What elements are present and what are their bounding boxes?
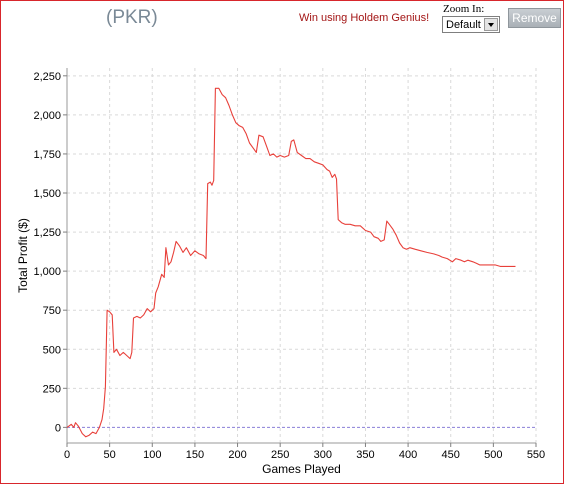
y-tick-label: 2,250 xyxy=(33,71,61,83)
chart-grid xyxy=(67,68,537,443)
y-tick-label: 2,000 xyxy=(33,110,61,122)
y-tick-label: 1,750 xyxy=(33,149,61,161)
y-axis-title: Total Profit ($) xyxy=(16,218,30,293)
y-tick-label: 250 xyxy=(43,383,61,395)
page-title: (PKR) xyxy=(106,7,158,28)
y-tick-label: 0 xyxy=(55,422,61,434)
x-tick-label: 300 xyxy=(314,449,332,461)
remove-button[interactable]: Remove xyxy=(508,8,561,28)
promo-link[interactable]: Win using Holdem Genius! xyxy=(299,12,430,24)
x-tick-label: 0 xyxy=(64,449,70,461)
x-tick-label: 150 xyxy=(186,449,204,461)
x-tick-label: 100 xyxy=(143,449,161,461)
zoom-label: Zoom In: xyxy=(443,3,485,15)
y-tick-label: 1,250 xyxy=(33,227,61,239)
x-tick-label: 450 xyxy=(442,449,460,461)
chevron-down-icon[interactable] xyxy=(484,18,498,31)
x-tick-label: 350 xyxy=(356,449,374,461)
y-tick-label: 1,500 xyxy=(33,188,61,200)
y-tick-label: 1,000 xyxy=(33,266,61,278)
x-axis-title: Games Played xyxy=(262,462,341,476)
y-tick-label: 750 xyxy=(43,305,61,317)
x-tick-label: 400 xyxy=(399,449,417,461)
x-tick-label: 50 xyxy=(104,449,116,461)
y-tick-label: 500 xyxy=(43,344,61,356)
x-tick-label: 200 xyxy=(228,449,246,461)
chart-ticks: 0 50 100 150 200 250 300 350 400 450 500 550 0 250 500… xyxy=(33,71,545,461)
zoom-select[interactable]: Default xyxy=(442,16,500,33)
zoom-select-value: Default xyxy=(446,19,481,31)
chart-series xyxy=(66,87,516,438)
profit-series-line xyxy=(66,87,516,438)
x-tick-label: 250 xyxy=(271,449,289,461)
x-tick-label: 550 xyxy=(527,449,545,461)
chart-axes xyxy=(66,68,536,444)
x-tick-label: 500 xyxy=(484,449,502,461)
